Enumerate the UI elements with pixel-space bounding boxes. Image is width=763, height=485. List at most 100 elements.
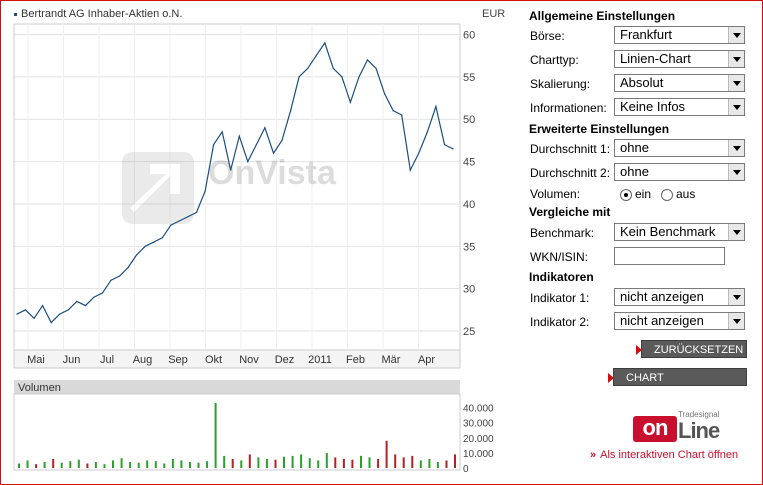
double-chevron-icon: »: [590, 449, 597, 461]
price-point: [195, 211, 198, 213]
informationen-value: Keine Infos: [620, 99, 686, 114]
price-point: [101, 292, 104, 294]
volume-bar: [137, 462, 140, 468]
durchschnitt1-select[interactable]: ohne: [614, 139, 745, 157]
chevron-down-icon[interactable]: [728, 289, 744, 305]
indikator2-label: Indikator 2:: [530, 315, 590, 329]
volume-bar: [394, 454, 397, 468]
skalierung-value: Absolut: [620, 75, 664, 90]
chevron-down-icon[interactable]: [728, 99, 744, 115]
volume-bar: [180, 460, 183, 468]
volume-bar: [171, 458, 174, 468]
volume-tick-label: 30.000: [463, 419, 494, 430]
benchmark-select[interactable]: Kein Benchmark: [614, 223, 745, 241]
volume-bar: [454, 454, 456, 468]
indikator1-select[interactable]: nicht anzeigen: [614, 288, 745, 306]
volume-bar: [248, 454, 251, 468]
price-point: [16, 313, 18, 315]
volume-bar: [368, 457, 371, 468]
price-point: [443, 144, 446, 146]
volume-bar: [265, 458, 268, 468]
price-point: [324, 42, 326, 44]
chart-title-text: Bertrandt AG Inhaber-Aktien o.N.: [21, 8, 183, 20]
price-point: [67, 309, 69, 311]
boerse-value: Frankfurt: [620, 27, 673, 42]
volume-bar: [206, 461, 209, 468]
x-tick-label: Dez: [275, 354, 295, 366]
price-point: [187, 216, 189, 218]
price-point: [110, 279, 112, 281]
wkn-input[interactable]: [614, 247, 725, 265]
x-tick-label: Okt: [205, 354, 222, 366]
informationen-select[interactable]: Keine Infos: [614, 98, 745, 116]
section-indikatoren: Indikatoren: [529, 270, 594, 284]
durchschnitt2-select[interactable]: ohne: [614, 163, 745, 181]
volume-tick-label: 10.000: [463, 449, 494, 460]
price-point: [153, 241, 155, 243]
chevron-down-icon[interactable]: [728, 75, 744, 91]
volumen-aus-radio[interactable]: [661, 189, 673, 201]
price-point: [281, 139, 283, 141]
y-tick-label: 40: [463, 199, 475, 211]
chevron-down-icon[interactable]: [728, 140, 744, 156]
price-point: [358, 76, 360, 78]
charttyp-select[interactable]: Linien-Chart: [614, 50, 745, 68]
volume-bar: [317, 460, 320, 468]
volume-bar: [300, 454, 303, 468]
section-vergleiche: Vergleiche mit: [529, 205, 611, 219]
price-point: [255, 144, 257, 146]
price-point: [272, 152, 275, 154]
update-button-label: CHART AKTUALISIEREN: [626, 372, 713, 402]
volume-bar: [52, 458, 55, 468]
update-chart-button[interactable]: CHART AKTUALISIEREN: [608, 368, 747, 402]
y-tick-label: 55: [463, 72, 475, 84]
volume-bar: [214, 403, 217, 468]
price-point: [76, 300, 78, 302]
skalierung-select[interactable]: Absolut: [614, 74, 745, 92]
volume-bar: [120, 458, 123, 468]
boerse-select[interactable]: Frankfurt: [614, 26, 745, 44]
volume-bar: [129, 462, 132, 468]
volumen-aus-label: aus: [676, 187, 696, 201]
x-tick-label: Feb: [346, 354, 365, 366]
interactive-chart-link[interactable]: » Als interaktiven Chart öffnen: [590, 449, 738, 461]
volume-bar: [325, 452, 328, 468]
chevron-down-icon[interactable]: [728, 51, 744, 67]
price-point: [170, 224, 172, 226]
y-tick-label: 50: [463, 114, 475, 126]
x-tick-label: 2011: [308, 354, 332, 366]
price-point: [84, 305, 86, 307]
price-point: [384, 93, 386, 95]
volume-bar: [419, 460, 422, 468]
chevron-down-icon[interactable]: [728, 313, 744, 329]
y-tick-label: 25: [463, 326, 475, 338]
volume-bar: [94, 462, 97, 468]
chevron-down-icon[interactable]: [728, 224, 744, 240]
volume-bar: [18, 463, 20, 468]
price-point: [42, 305, 44, 307]
price-point: [213, 144, 215, 146]
volume-bar: [26, 460, 29, 468]
price-point: [366, 59, 369, 61]
volume-bar: [411, 455, 414, 468]
indikator2-select[interactable]: nicht anzeigen: [614, 312, 745, 330]
volume-tick-label: 40.000: [463, 404, 494, 415]
volume-bar: [377, 458, 380, 468]
price-point: [178, 220, 180, 222]
volume-bar: [334, 457, 337, 468]
reset-button[interactable]: ZURÜCKSETZEN: [636, 340, 747, 358]
volume-bar: [103, 464, 106, 468]
price-point: [144, 245, 146, 247]
volumen-ein-radio[interactable]: [620, 189, 632, 201]
benchmark-value: Kein Benchmark: [620, 224, 716, 239]
price-point: [119, 275, 121, 277]
volume-bar: [112, 460, 114, 468]
volume-bar: [43, 462, 46, 468]
volumen-label: Volumen:: [530, 187, 581, 201]
chevron-down-icon[interactable]: [728, 164, 744, 180]
price-point: [59, 313, 61, 315]
interactive-link-text: Als interaktiven Chart öffnen: [600, 449, 739, 461]
chevron-down-icon[interactable]: [728, 27, 744, 43]
section-allgemein: Allgemeine Einstellungen: [529, 9, 676, 23]
